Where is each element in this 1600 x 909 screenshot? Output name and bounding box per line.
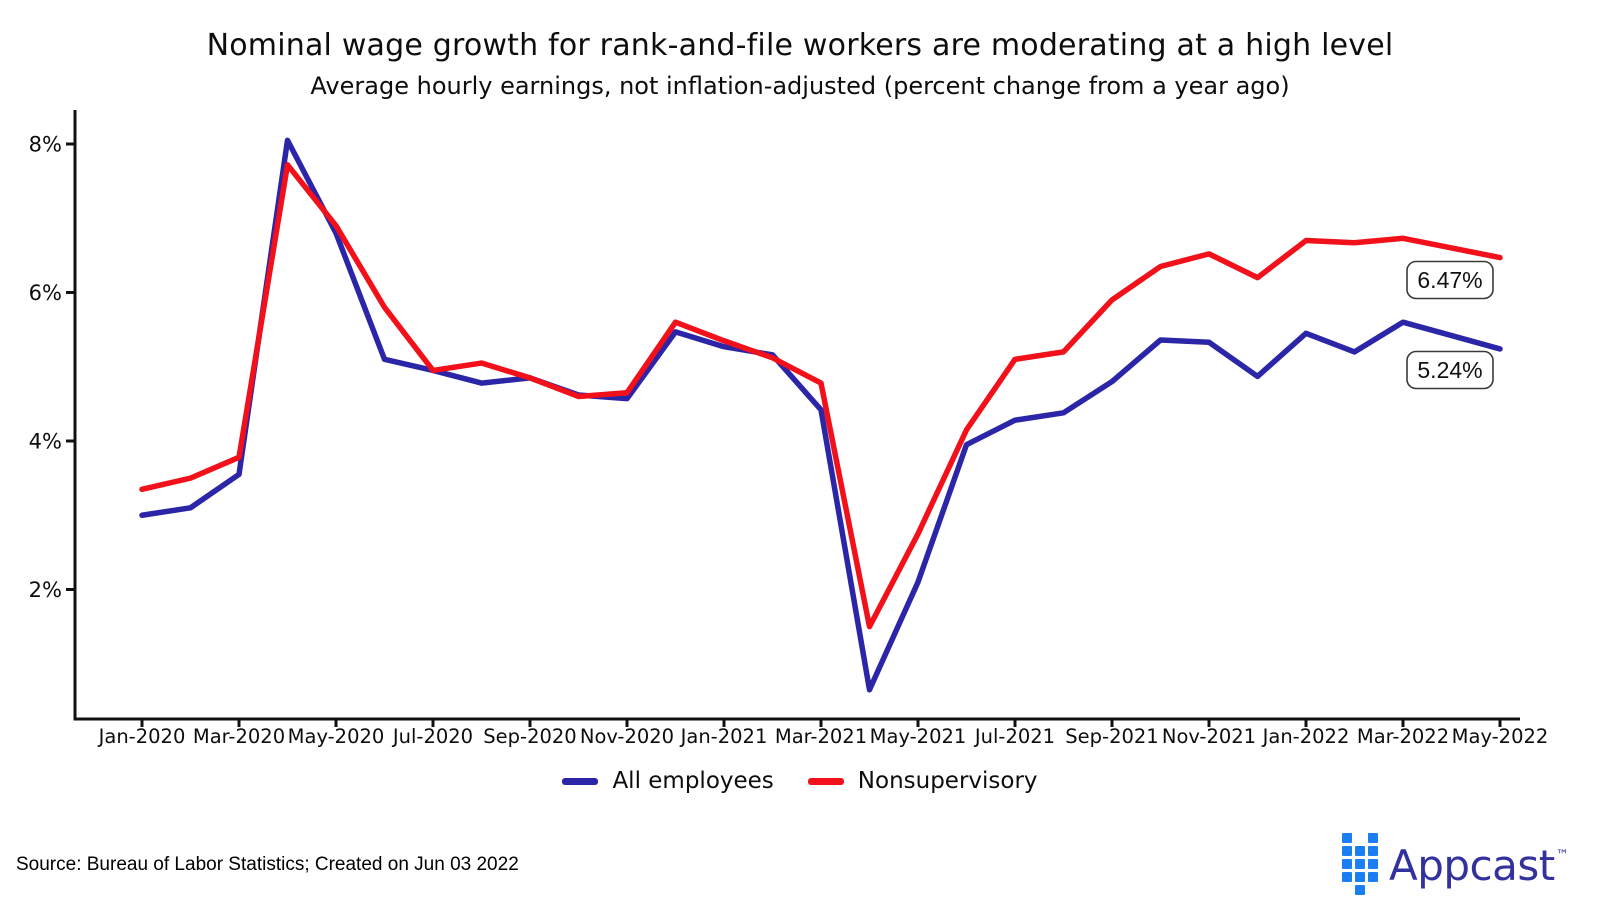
x-tick-label: Jan-2022: [1261, 725, 1350, 748]
x-tick-label: May-2021: [870, 725, 967, 748]
all-employees-line-swatch: [562, 777, 599, 785]
y-tick-label: 2%: [29, 578, 62, 602]
x-tick-label: Jul-2020: [391, 725, 473, 748]
appcast-logo-text: Appcast™: [1389, 841, 1569, 890]
trademark-symbol: ™: [1555, 848, 1569, 863]
callout-box: [1406, 260, 1494, 300]
x-tick-label: Sep-2021: [1065, 725, 1158, 748]
x-tick-label: May-2020: [288, 725, 385, 748]
x-tick-label: Jul-2021: [973, 725, 1055, 748]
y-tick-label: 6%: [29, 281, 62, 305]
x-tick-label: Mar-2020: [193, 725, 285, 748]
series-line-nonsupervisory: [139, 162, 1503, 630]
logo-squares-column: [1342, 833, 1352, 895]
legend-label-all-employees: All employees: [612, 768, 774, 794]
legend-item-nonsupervisory: Nonsupervisory: [807, 768, 1038, 794]
series-line-all-employees: [139, 137, 1503, 693]
chart-title: Nominal wage growth for rank-and-file wo…: [206, 28, 1394, 63]
x-tick-label: Jan-2020: [97, 725, 186, 748]
chart-legend: All employees Nonsupervisory: [0, 768, 1600, 794]
y-tick-label: 4%: [29, 430, 62, 454]
callout-value-label: 6.47%: [1417, 267, 1482, 293]
x-tick-label: Mar-2021: [775, 725, 867, 748]
logo-squares-column: [1355, 846, 1365, 895]
callout-value-label: 5.24%: [1417, 357, 1482, 383]
legend-item-all-employees: All employees: [562, 768, 774, 794]
appcast-logo-mark: [1342, 833, 1378, 895]
x-tick-label: Sep-2020: [483, 725, 576, 748]
x-tick-label: Nov-2021: [1162, 725, 1256, 748]
legend-label-nonsupervisory: Nonsupervisory: [857, 768, 1038, 794]
appcast-logo: Appcast™: [1342, 832, 1569, 896]
axis-lines: [73, 110, 1520, 721]
x-tick-label: May-2022: [1452, 725, 1549, 748]
chart-subtitle: Average hourly earnings, not inflation-a…: [310, 72, 1290, 100]
nonsupervisory-line-swatch: [807, 777, 844, 785]
y-tick-label: 8%: [29, 133, 62, 157]
x-tick-label: Jan-2021: [679, 725, 768, 748]
source-note: Source: Bureau of Labor Statistics; Crea…: [16, 854, 519, 875]
logo-squares-column: [1368, 833, 1378, 895]
x-tick-label: Nov-2020: [580, 725, 674, 748]
x-tick-label: Mar-2022: [1357, 725, 1449, 748]
callout-box: [1406, 350, 1494, 390]
